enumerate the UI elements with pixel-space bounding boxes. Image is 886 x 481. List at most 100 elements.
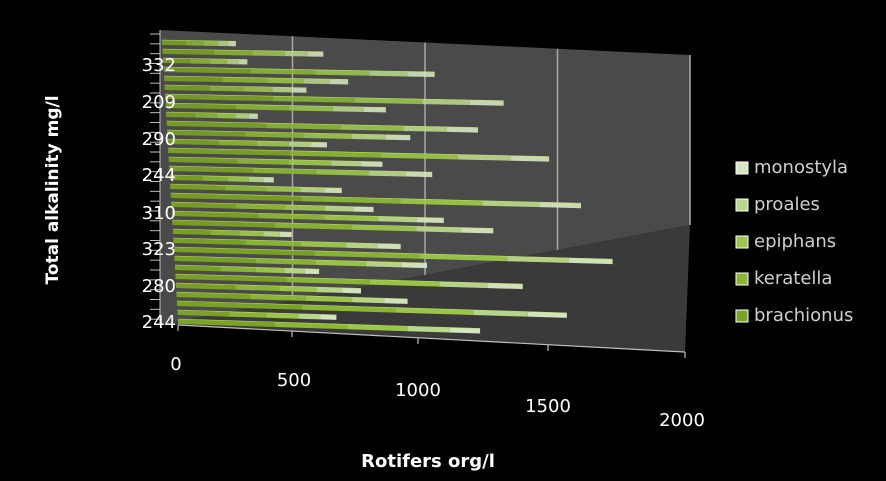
bar-keratella — [225, 185, 267, 192]
bar-epiphans — [288, 105, 333, 112]
bar-epiphans — [244, 86, 273, 93]
bar-keratella — [210, 230, 240, 236]
bar-highlight — [165, 102, 386, 108]
bar-proales — [325, 205, 354, 212]
bar-highlight — [171, 201, 374, 208]
legend-label-keratella: keratella — [754, 268, 832, 289]
legend-label-epiphans: epiphans — [754, 231, 836, 252]
bar-keratella — [236, 104, 289, 111]
bar-monostyla — [353, 206, 374, 213]
x-tick-label: 500 — [277, 370, 311, 391]
bar-keratella — [237, 158, 289, 165]
bar-brachionus — [175, 283, 236, 290]
bar-keratella — [221, 266, 256, 273]
x-tick-label: 2000 — [659, 410, 705, 431]
x-tick-label: 1000 — [395, 380, 441, 401]
bar-brachionus — [178, 319, 275, 328]
bar-brachionus — [166, 112, 196, 118]
bar-epiphans — [315, 69, 370, 76]
bar-keratella — [236, 203, 285, 210]
bar-monostyla — [363, 107, 386, 113]
bar-monostyla — [248, 113, 258, 119]
bar-epiphans — [252, 50, 285, 57]
legend-swatch-proales — [735, 198, 749, 212]
bar-epiphans — [381, 152, 458, 160]
bar-proales — [378, 216, 417, 223]
legend-swatch-epiphans — [735, 235, 749, 249]
bar-monostyla — [539, 202, 581, 209]
bar-monostyla — [324, 187, 342, 194]
bar-proales — [248, 176, 264, 183]
bar-epiphans — [324, 214, 379, 222]
legend-swatch-keratella — [735, 272, 749, 286]
bar-keratella — [273, 96, 355, 103]
bar-brachionus — [167, 139, 219, 146]
bar-epiphans — [239, 230, 264, 237]
bar-highlight — [169, 165, 433, 173]
legend-swatch-monostyla — [735, 161, 749, 175]
bar-brachionus — [170, 193, 303, 202]
bar-keratella — [258, 213, 325, 220]
bar-proales — [316, 287, 343, 293]
bar-monostyla — [320, 314, 337, 320]
bar-brachionus — [172, 229, 211, 236]
bar-epiphans — [303, 132, 352, 139]
bar-proales — [332, 106, 364, 113]
bar-epiphans — [300, 241, 347, 248]
bar-epiphans — [210, 58, 228, 65]
bar-highlight — [163, 66, 435, 73]
bar-proales — [403, 126, 447, 132]
bar-brachionus — [171, 202, 237, 209]
bar-keratella — [250, 68, 316, 75]
bar-proales — [366, 261, 402, 268]
bar-monostyla — [361, 161, 383, 167]
bar-keratella — [255, 258, 316, 265]
bar-proales — [288, 141, 312, 148]
bar-keratella — [246, 239, 301, 247]
plot-floor — [160, 225, 690, 352]
bar-monostyla — [342, 287, 361, 294]
bar-highlight — [166, 120, 479, 128]
bar-keratella — [185, 40, 204, 46]
y-tick-label: 244 — [142, 165, 176, 186]
bar-highlight — [167, 129, 411, 136]
bar-monostyla — [263, 177, 274, 183]
bar-brachionus — [167, 130, 245, 137]
bar-highlight — [175, 282, 362, 289]
bar-highlight — [165, 93, 504, 101]
bar-epiphans — [341, 124, 404, 132]
bar-brachionus — [174, 265, 222, 272]
bar-highlight — [172, 228, 292, 233]
bar-monostyla — [449, 327, 481, 334]
bar-brachionus — [162, 49, 214, 55]
bar-proales — [351, 133, 386, 140]
bar-highlight — [162, 48, 324, 53]
bar-brachionus — [163, 67, 251, 74]
bar-highlight — [166, 111, 258, 115]
bar-monostyla — [568, 257, 613, 265]
bar-highlight — [163, 57, 248, 60]
bar-epiphans — [228, 176, 249, 182]
bar-highlight — [164, 84, 307, 89]
bar-monostyla — [416, 217, 444, 224]
bar-proales — [369, 70, 408, 77]
bar-monostyla — [279, 231, 292, 238]
bar-brachionus — [169, 175, 204, 181]
bar-keratella — [314, 250, 420, 259]
y-tick-label: 209 — [142, 92, 176, 113]
bar-keratella — [235, 284, 280, 292]
bar-keratella — [213, 49, 253, 56]
bar-brachionus — [168, 157, 238, 164]
bar-monostyla — [511, 155, 550, 162]
bar-highlight — [170, 192, 581, 204]
bar-epiphans — [347, 324, 408, 332]
bar-monostyla — [311, 142, 327, 148]
bar-proales — [235, 113, 249, 119]
bar-brachionus — [164, 85, 210, 91]
bar-proales — [352, 297, 385, 304]
bar-highlight — [175, 273, 523, 285]
bar-highlight — [167, 138, 327, 143]
legend-label-monostyla: monostyla — [754, 157, 848, 178]
bar-brachionus — [173, 247, 315, 256]
bar-epiphans — [279, 286, 317, 293]
